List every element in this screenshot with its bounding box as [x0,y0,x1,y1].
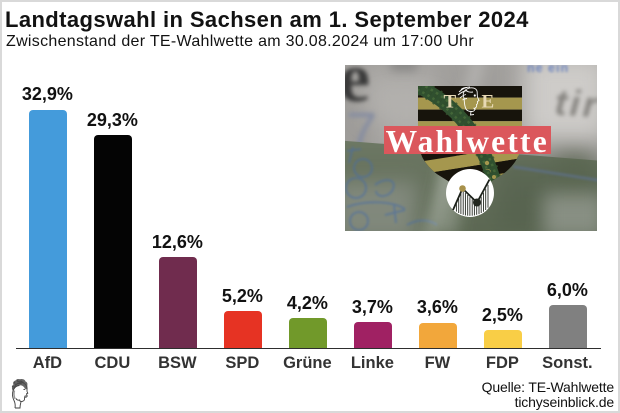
svg-text:E: E [482,91,495,112]
svg-text:T: T [444,91,457,112]
